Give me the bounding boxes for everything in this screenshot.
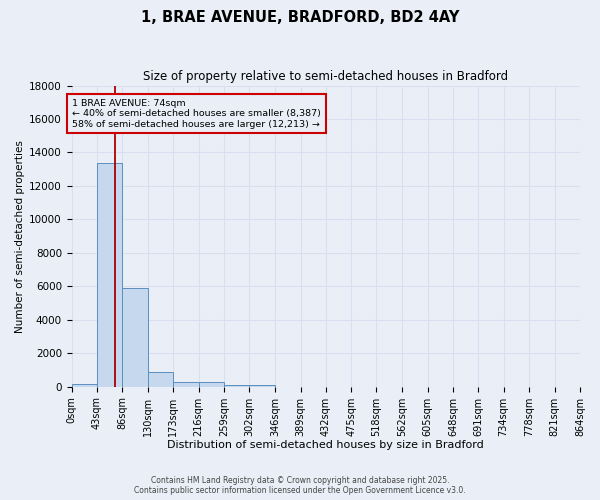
Y-axis label: Number of semi-detached properties: Number of semi-detached properties xyxy=(15,140,25,332)
Bar xyxy=(250,385,275,386)
Text: 1 BRAE AVENUE: 74sqm
← 40% of semi-detached houses are smaller (8,387)
58% of se: 1 BRAE AVENUE: 74sqm ← 40% of semi-detac… xyxy=(72,99,321,128)
Bar xyxy=(122,288,148,386)
Text: Contains HM Land Registry data © Crown copyright and database right 2025.
Contai: Contains HM Land Registry data © Crown c… xyxy=(134,476,466,495)
Bar xyxy=(148,372,173,386)
X-axis label: Distribution of semi-detached houses by size in Bradford: Distribution of semi-detached houses by … xyxy=(167,440,484,450)
Text: 1, BRAE AVENUE, BRADFORD, BD2 4AY: 1, BRAE AVENUE, BRADFORD, BD2 4AY xyxy=(141,10,459,25)
Bar xyxy=(224,384,250,386)
Bar xyxy=(199,382,224,386)
Title: Size of property relative to semi-detached houses in Bradford: Size of property relative to semi-detach… xyxy=(143,70,508,83)
Bar xyxy=(97,162,122,386)
Bar xyxy=(173,382,199,386)
Bar xyxy=(71,384,97,386)
